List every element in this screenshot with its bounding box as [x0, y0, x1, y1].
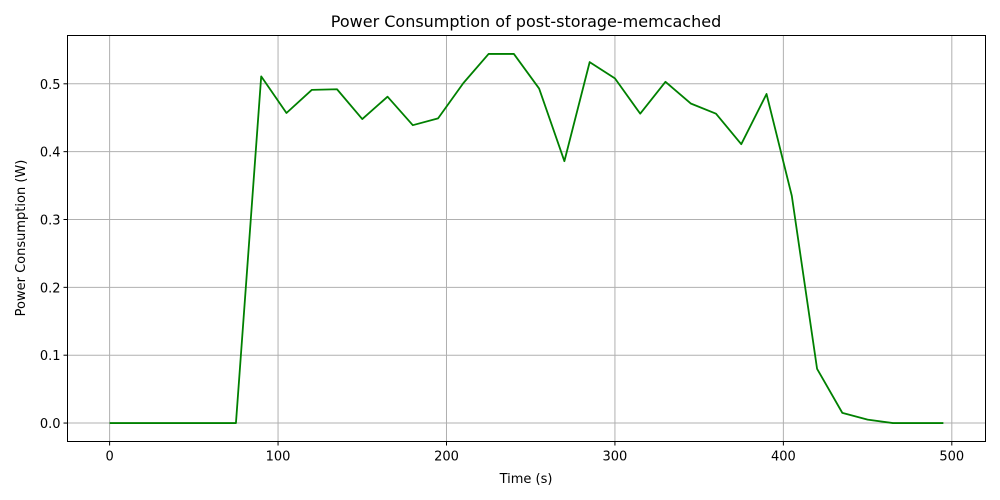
plot-frame	[67, 35, 986, 442]
y-tick-label: 0.4	[40, 146, 61, 161]
x-tick-label: 0	[105, 450, 113, 465]
x-tick-label: 400	[771, 450, 796, 465]
x-axis-label: Time (s)	[499, 472, 553, 487]
y-tick-label: 0.5	[40, 78, 61, 93]
y-tick-label: 0.2	[40, 281, 61, 296]
x-tick-label: 200	[434, 450, 459, 465]
chart-title: Power Consumption of post-storage-memcac…	[331, 12, 721, 31]
power-series-line	[109, 53, 944, 424]
y-axis-ticks: 0.0 0.1 0.2 0.3 0.4 0.5	[40, 78, 68, 432]
x-tick-label: 300	[603, 450, 628, 465]
x-axis-ticks: 0 100 200 300 400 500	[105, 441, 964, 465]
x-tick-label: 500	[939, 450, 964, 465]
y-axis-label: Power Consumption (W)	[14, 160, 29, 317]
y-tick-label: 0.3	[40, 214, 61, 229]
y-tick-label: 0.1	[40, 349, 61, 364]
plot-area	[109, 53, 944, 424]
x-tick-label: 100	[266, 450, 291, 465]
y-tick-label: 0.0	[40, 417, 61, 432]
